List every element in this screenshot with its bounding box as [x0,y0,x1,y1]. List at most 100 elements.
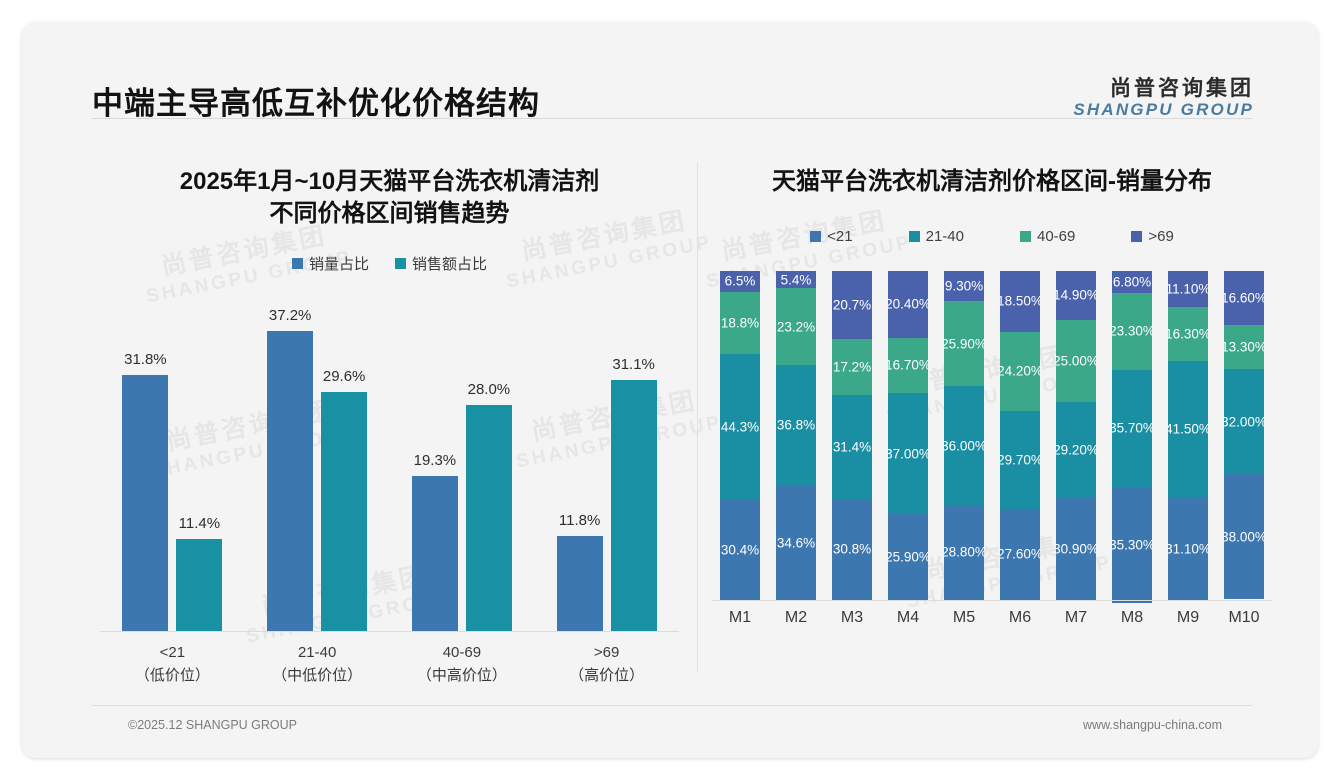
stack-segment[interactable]: 6.5% [720,270,760,293]
bar-slot: 28.0% [465,292,512,632]
stack-segment[interactable]: 38.00% [1224,474,1264,600]
stack-segment[interactable]: 11.10% [1168,270,1208,308]
legend-label: 40-69 [1037,227,1076,245]
bar-value-label: 11.8% [558,512,601,530]
stack-segment-label: 5.4% [780,272,812,288]
x-axis-category-sublabel: （中低价位） [272,666,363,684]
legend-item-sales-volume[interactable]: 销量占比 [291,253,369,274]
stack-segment[interactable]: 17.2% [832,338,872,396]
legend-item-40-69[interactable]: 40-69 [1020,228,1075,245]
stack-segment[interactable]: 14.90% [1056,270,1096,320]
stack-segment-label: 11.10% [1168,281,1208,297]
stack-segment-label: 16.70% [888,357,928,373]
left-chart-title-line1: 2025年1月~10月天猫平台洗衣机清洁剂 [179,168,600,195]
stack-segment[interactable]: 18.50% [1000,270,1040,332]
left-chart-plot: 31.8% 11.4% 37.2% 29.6% 19.3% 28.0% 11.8% 31.1% [92,292,687,633]
bar[interactable]: 11.4% [176,515,223,632]
stack-segment[interactable]: 25.00% [1056,319,1096,402]
x-axis-category: M4 [896,608,920,626]
stack: 9.30% 25.90% 36.00% 28.80% [944,270,984,600]
legend-swatch-icon [1020,230,1031,242]
stack-segment-label: 16.60% [1224,290,1264,306]
stack-segment[interactable]: 29.20% [1056,401,1096,498]
stack-segment[interactable]: 36.8% [776,364,816,486]
footer-copyright: ©2025.12 SHANGPU GROUP [128,718,297,732]
bar[interactable]: 37.2% [267,307,314,632]
stack-segment[interactable]: 30.8% [832,498,872,600]
stack-segment-label: 25.90% [944,336,984,352]
stack-segment[interactable]: 13.30% [1224,325,1264,370]
bar[interactable]: 19.3% [411,452,458,632]
stack-segment[interactable]: 28.80% [944,504,984,600]
stack-segment[interactable]: 20.7% [832,270,872,339]
stack-segment-label: 25.90% [888,549,928,565]
stack-segment-label: 30.8% [832,541,872,557]
stack-segment[interactable]: 29.70% [1000,411,1040,509]
stack-segment[interactable]: 9.30% [944,270,984,302]
stack-segment[interactable]: 35.70% [1112,369,1152,488]
legend-item-21-40[interactable]: 21-40 [908,228,964,245]
stack-segment[interactable]: 36.00% [944,386,984,505]
bar-value-label: 31.1% [612,356,655,374]
stack-segment-label: 35.70% [1112,420,1152,436]
bar-value-label: 37.2% [268,307,312,325]
stack-segment[interactable]: 35.30% [1112,487,1152,604]
slide-header: 中端主导高低互补优化价格结构 尚普咨询集团 SHANGPU GROUP [22,22,1318,121]
bar[interactable]: 31.8% [122,351,169,632]
stack-segment[interactable]: 23.30% [1112,293,1152,370]
stack: 6.80% 23.30% 35.70% 35.30% [1112,270,1152,604]
left-chart-panel: 2025年1月~10月天猫平台洗衣机清洁剂 不同价格区间销售趋势 销量占比 销售… [92,148,687,708]
stack-segment-label: 30.90% [1056,541,1096,557]
stack-segment[interactable]: 5.4% [776,270,816,289]
legend-swatch-icon [291,258,303,270]
legend-item-over-69[interactable]: >69 [1131,228,1174,245]
stack-segment[interactable]: 25.90% [888,514,928,600]
legend-item-under-21[interactable]: <21 [810,228,853,245]
stack-segment[interactable]: 37.00% [888,392,928,515]
stack-segment[interactable]: 27.60% [1000,508,1040,600]
logo-text-en: SHANGPU GROUP [1073,100,1254,120]
stack-segment-label: 20.40% [888,296,928,312]
stack-segment[interactable]: 20.40% [888,270,928,338]
stack-segment-label: 9.30% [944,278,984,294]
stack-segment[interactable]: 30.90% [1056,498,1096,600]
stack-segment[interactable]: 24.20% [1000,331,1040,412]
stack-segment-label: 31.4% [832,439,872,455]
bar[interactable]: 29.6% [321,368,368,632]
bar-slot: 31.1% [610,292,657,632]
stacked-column: 20.7% 17.2% 31.4% 30.8% [824,270,880,600]
bar[interactable]: 11.8% [556,512,603,632]
stack-segment-label: 44.3% [720,419,760,435]
bar-group: 19.3% 28.0% [390,292,535,632]
stack-segment[interactable]: 41.50% [1168,360,1208,498]
stack-segment[interactable]: 23.2% [776,288,816,365]
stack-segment-label: 38.00% [1224,529,1264,545]
stack-segment[interactable]: 18.8% [720,292,760,354]
right-chart-x-axis [712,599,1272,601]
stack-segment[interactable]: 16.70% [888,337,928,393]
stack-segment[interactable]: 25.90% [944,301,984,387]
footer-website[interactable]: www.shangpu-china.com [1083,718,1222,732]
stack-segment[interactable]: 6.80% [1112,270,1152,294]
bar[interactable]: 28.0% [465,381,512,632]
bar-slot: 37.2% [267,292,314,632]
stack: 20.7% 17.2% 31.4% 30.8% [832,270,872,600]
bar[interactable]: 31.1% [610,356,657,632]
stack-segment[interactable]: 32.00% [1224,369,1264,475]
legend-item-sales-amount[interactable]: 销售额占比 [395,253,487,274]
stack-segment[interactable]: 31.10% [1168,497,1208,600]
stacked-column: 6.80% 23.30% 35.70% 35.30% [1104,270,1160,604]
stack-segment-label: 25.00% [1056,353,1096,369]
stacked-column: 20.40% 16.70% 37.00% 25.90% [880,270,936,600]
legend-swatch-icon [908,230,920,242]
stack-segment-label: 37.00% [888,446,928,462]
bar-slot: 31.8% [122,292,169,632]
stack-segment[interactable]: 34.6% [776,485,816,600]
legend-swatch-icon [395,258,406,270]
stack-segment[interactable]: 44.3% [720,353,760,500]
x-axis-category: 40-69 （中高价位） [390,642,535,687]
stack-segment[interactable]: 16.30% [1168,307,1208,361]
stack-segment[interactable]: 30.4% [720,499,760,600]
stack-segment[interactable]: 31.4% [832,395,872,499]
stack-segment[interactable]: 16.60% [1224,270,1264,326]
